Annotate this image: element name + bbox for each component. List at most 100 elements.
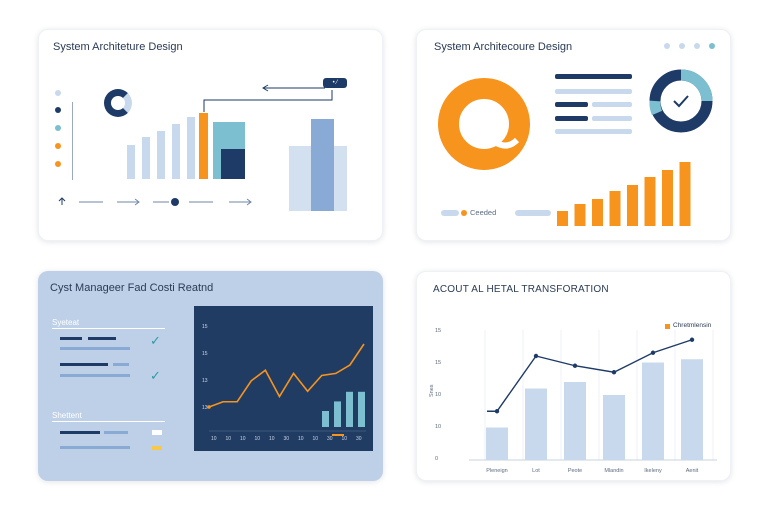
status-chip	[152, 430, 162, 435]
y-axis-line	[72, 102, 73, 180]
x-tick-label: 10	[313, 436, 319, 442]
line-point	[533, 353, 539, 359]
orange-bar-chart	[557, 162, 691, 226]
y-axis-label: Snes	[429, 384, 435, 397]
line-point	[494, 409, 500, 414]
legend-dot	[55, 125, 61, 131]
check-donut-icon	[649, 69, 713, 133]
text-line	[592, 116, 632, 121]
card-title: System Architeture Design	[53, 41, 183, 53]
orange-bar	[592, 199, 603, 226]
architecture-card-1: System Architeture Design • ⁄	[38, 29, 383, 241]
orange-bar	[679, 162, 691, 226]
card-title: ACOUT AL HETAL TRANSFORATION	[433, 284, 609, 295]
y-tick-label: 15	[202, 324, 208, 330]
chart-bar	[157, 131, 165, 179]
legend-dots	[55, 90, 65, 180]
legend-dot	[55, 161, 61, 167]
pager-dot[interactable]	[709, 43, 715, 49]
x-tick-label: 30	[327, 436, 333, 442]
y-tick-label: 13	[202, 378, 208, 384]
cost-report-card: Cyst Manageer Fad Costi Reatnd Syeteat ✓…	[38, 271, 383, 481]
x-tick-label: Aenit	[686, 468, 699, 474]
connector-line	[203, 84, 333, 112]
legend-label: Ceeded	[470, 208, 497, 217]
x-tick-label: Ikeleny	[644, 468, 662, 474]
legend-swatch	[515, 210, 551, 216]
flow-arrows	[58, 197, 252, 206]
chart-bar	[199, 113, 208, 179]
line-point	[689, 337, 695, 342]
x-tick-label: 10	[226, 436, 232, 442]
x-tick-label: 10	[342, 436, 348, 442]
y-tick-label: 15	[202, 351, 208, 357]
chart-bar	[142, 137, 150, 179]
legend-swatch	[441, 210, 459, 216]
text-line	[555, 102, 588, 107]
architecture-card-2: System Architecoure Design Ceeded	[416, 29, 731, 241]
chart-bar	[187, 117, 195, 179]
line-point	[572, 363, 578, 368]
chart-bar	[642, 362, 664, 460]
donut-icon	[104, 89, 132, 117]
cost-line	[208, 343, 365, 408]
legend-swatch	[665, 324, 670, 329]
y-tick-label: 0	[435, 456, 438, 462]
divider	[52, 328, 165, 329]
y-tick-label: 15	[435, 360, 441, 366]
card-title: System Architecoure Design	[434, 41, 573, 53]
pager-dot[interactable]	[679, 43, 685, 49]
tag-badge: • ⁄	[323, 78, 347, 88]
orange-bar	[662, 170, 673, 226]
list-line	[88, 337, 116, 340]
x-tick-label: 10	[240, 436, 246, 442]
legend-dot	[55, 90, 61, 96]
cost-line-chart: 15 15 13 13 10 10 10 10 10 30 10 10 30 10 30	[202, 324, 366, 442]
list-line	[60, 446, 130, 449]
x-tick-label: 10	[211, 436, 217, 442]
y-tick-label: 13	[202, 405, 208, 411]
chart-bar	[127, 145, 135, 179]
check-icon: ✓	[150, 368, 161, 383]
transformation-chart: 15 15 10 10 0 Snes Pleneign Lot Peote Mlandin Ikel…	[429, 328, 717, 474]
orange-bar	[557, 211, 568, 226]
x-highlight	[332, 434, 344, 436]
list-line	[60, 363, 108, 366]
dark-chart-panel: 15 15 13 13 10 10 10 10 10 30 10 10 30 10 30	[194, 306, 373, 451]
y-tick-label: 10	[435, 392, 441, 398]
y-tick-label: 10	[435, 424, 441, 430]
legend-dot	[461, 210, 467, 216]
chart-bar	[311, 119, 334, 211]
text-line	[592, 102, 632, 107]
line-point	[207, 405, 211, 409]
check-icon: ✓	[150, 333, 161, 348]
list-line	[60, 337, 82, 340]
ring-notch	[493, 137, 520, 149]
chart-bar	[221, 149, 245, 179]
pager-dot[interactable]	[664, 43, 670, 49]
x-tick-label: 10	[298, 436, 304, 442]
section-label: Syeteat	[52, 318, 80, 327]
x-tick-label: Lot	[532, 468, 540, 474]
x-tick-label: Peote	[568, 468, 582, 474]
chart-bar	[486, 427, 508, 460]
divider	[52, 421, 165, 422]
list-line	[60, 374, 130, 377]
chart-bar	[603, 395, 625, 460]
teal-bar	[334, 401, 341, 427]
x-tick-label: Mlandin	[604, 468, 623, 474]
pager-dot[interactable]	[694, 43, 700, 49]
chart-bar	[564, 382, 586, 460]
status-chip	[152, 446, 162, 450]
legend-dot	[55, 143, 61, 149]
card-title: Cyst Manageer Fad Costi Reatnd	[50, 282, 214, 294]
text-line	[555, 74, 632, 79]
orange-bar	[574, 204, 586, 226]
teal-bar	[358, 391, 365, 427]
transformation-card: ACOUT AL HETAL TRANSFORATION Chretmlensi…	[416, 271, 731, 481]
y-tick-label: 15	[435, 328, 441, 334]
orange-bar	[609, 191, 621, 226]
list-line	[60, 347, 130, 350]
list-line	[104, 431, 128, 434]
text-line	[555, 116, 588, 121]
